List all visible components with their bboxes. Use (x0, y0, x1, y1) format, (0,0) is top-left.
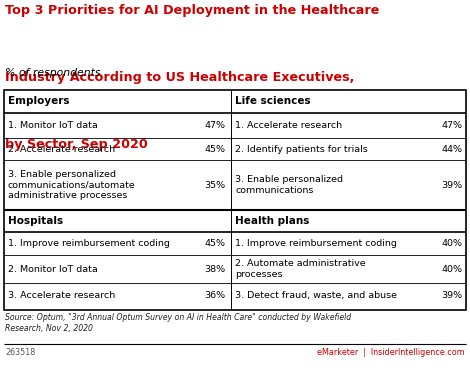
Text: 3. Accelerate research: 3. Accelerate research (8, 291, 115, 300)
Text: 45%: 45% (204, 144, 226, 153)
Text: 40%: 40% (441, 239, 462, 248)
Text: 1. Accelerate research: 1. Accelerate research (235, 121, 342, 130)
Text: 39%: 39% (441, 291, 462, 300)
Text: 44%: 44% (441, 144, 462, 153)
Text: Industry According to US Healthcare Executives,: Industry According to US Healthcare Exec… (5, 71, 354, 84)
Text: 1. Improve reimbursement coding: 1. Improve reimbursement coding (235, 239, 397, 248)
Text: 263518: 263518 (5, 348, 35, 357)
Text: 3. Enable personalized
communications: 3. Enable personalized communications (235, 175, 343, 195)
Text: 1. Monitor IoT data: 1. Monitor IoT data (8, 121, 97, 130)
Text: Hospitals: Hospitals (8, 216, 63, 226)
Text: 2. Monitor IoT data: 2. Monitor IoT data (8, 265, 97, 274)
Text: Health plans: Health plans (235, 216, 309, 226)
Text: 3. Detect fraud, waste, and abuse: 3. Detect fraud, waste, and abuse (235, 291, 397, 300)
Text: 39%: 39% (441, 180, 462, 190)
Text: 47%: 47% (441, 121, 462, 130)
Text: 2. Automate administrative
processes: 2. Automate administrative processes (235, 259, 366, 279)
Text: 38%: 38% (204, 265, 226, 274)
Text: 40%: 40% (441, 265, 462, 274)
Text: 2. Identify patients for trials: 2. Identify patients for trials (235, 144, 368, 153)
Text: Life sciences: Life sciences (235, 97, 311, 106)
Text: eMarketer  |  InsiderIntelligence.com: eMarketer | InsiderIntelligence.com (317, 348, 465, 357)
Text: 36%: 36% (204, 291, 226, 300)
Text: Source: Optum, "3rd Annual Optum Survey on AI in Health Care" conducted by Wakef: Source: Optum, "3rd Annual Optum Survey … (5, 313, 351, 333)
Text: Top 3 Priorities for AI Deployment in the Healthcare: Top 3 Priorities for AI Deployment in th… (5, 4, 379, 17)
Text: % of respondents: % of respondents (5, 68, 101, 78)
Text: 2. Accelerate research: 2. Accelerate research (8, 144, 115, 153)
Bar (4, 90, 466, 310)
Text: by Sector, Sep 2020: by Sector, Sep 2020 (5, 138, 148, 151)
Text: 47%: 47% (204, 121, 226, 130)
Text: 3. Enable personalized
communications/automate
administrative processes: 3. Enable personalized communications/au… (8, 170, 135, 200)
Text: 1. Improve reimbursement coding: 1. Improve reimbursement coding (8, 239, 169, 248)
Text: Employers: Employers (8, 97, 69, 106)
Text: 45%: 45% (204, 239, 226, 248)
Text: 35%: 35% (204, 180, 226, 190)
